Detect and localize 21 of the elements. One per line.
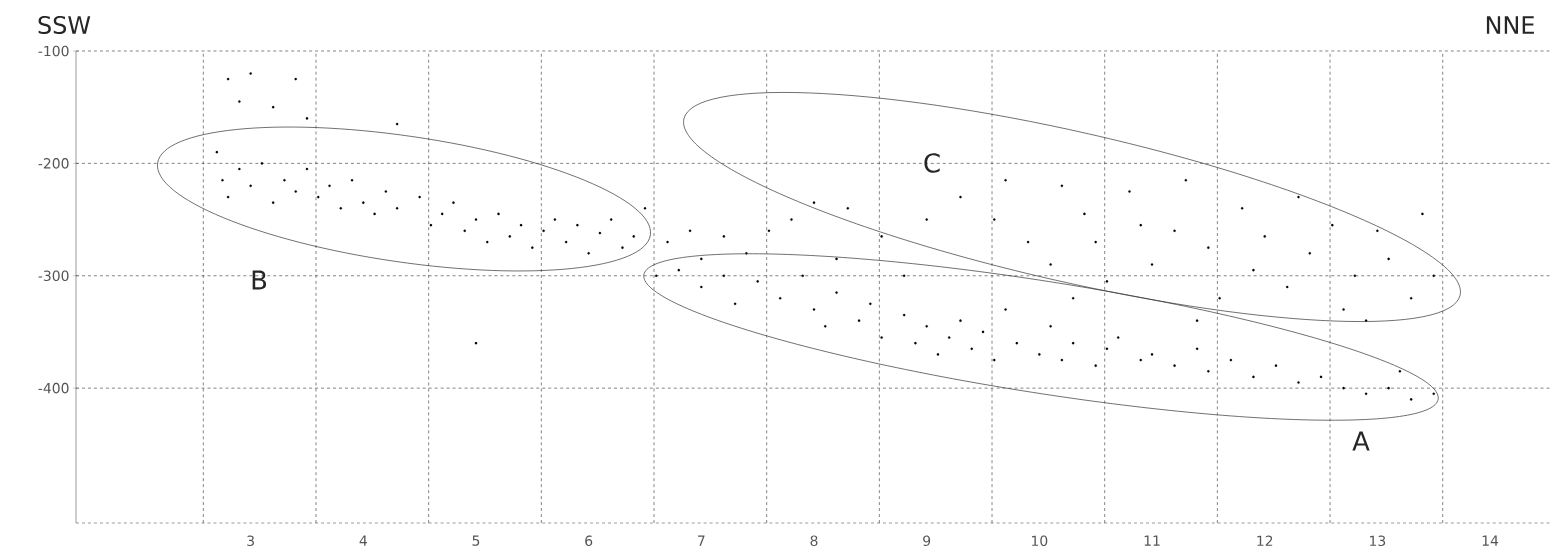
x-tick-label: 12 (1257, 535, 1273, 546)
annotation: C (924, 153, 940, 173)
x-tick-label: 5 (472, 535, 480, 546)
x-tick-label: 14 (1482, 535, 1499, 546)
y-tick-label: -200 (38, 158, 69, 169)
x-tick-label: 9 (923, 535, 931, 547)
y-tick-label: -100 (38, 45, 69, 57)
annotation: A (1352, 431, 1370, 451)
x-tick-label: 13 (1370, 535, 1386, 547)
y-tick-label: -300 (38, 270, 69, 282)
x-tick-label: 10 (1032, 535, 1048, 547)
annotation: B (252, 270, 267, 290)
x-tick-label: 4 (359, 535, 367, 546)
x-tick-label: 7 (698, 535, 705, 546)
x-tick-label: 8 (810, 535, 818, 547)
x-tick-label: 11 (1144, 535, 1160, 546)
text: NNE (1486, 16, 1534, 34)
text: SSW (38, 15, 91, 35)
x-tick-label: 3 (247, 535, 254, 547)
y-tick-label: -400 (38, 382, 69, 394)
x-tick-label: 6 (585, 535, 593, 547)
